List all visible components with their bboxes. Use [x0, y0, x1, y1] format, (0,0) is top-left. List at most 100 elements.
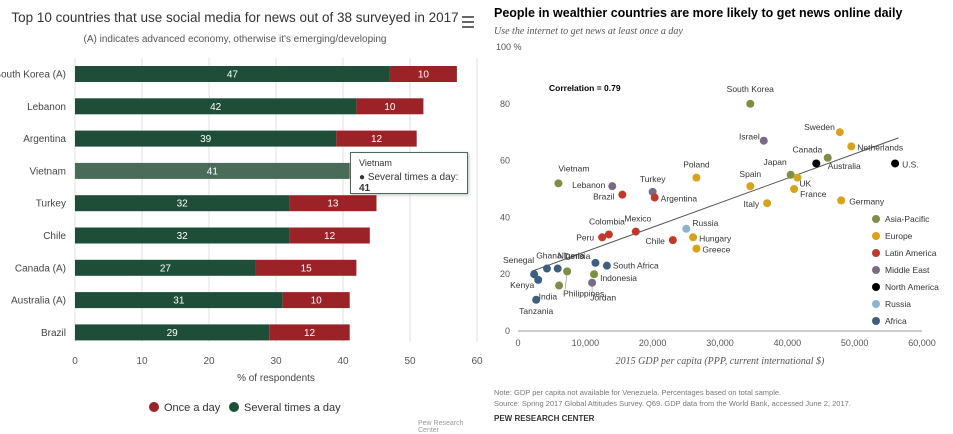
category-label: Vietnam [29, 166, 66, 177]
bar-value-label: 13 [327, 199, 339, 210]
x-tick-label: 30,000 [706, 338, 734, 348]
point-label: Ghana [536, 251, 562, 261]
y-tick-label: 0 [505, 326, 510, 336]
bar-once-a-day [269, 324, 350, 341]
scatter-point [604, 230, 613, 239]
point-label: Indonesia [600, 273, 637, 283]
x-tick-label: 20,000 [639, 338, 667, 348]
scatter-point [588, 278, 597, 287]
scatter-point [812, 159, 821, 168]
point-label: France [800, 189, 827, 199]
point-label: Germany [849, 196, 885, 206]
legend-marker [872, 317, 880, 325]
y-tick-label: 60 [500, 156, 510, 166]
point-label: UK [799, 179, 811, 189]
legend-label: Russia [885, 299, 911, 309]
x-tick-label: 20 [203, 356, 215, 367]
point-label: Mexico [624, 214, 651, 224]
scatter-point [759, 136, 768, 145]
scatter-point [786, 170, 795, 179]
bar-once-a-day [356, 98, 424, 115]
bar-value-label: 42 [210, 102, 222, 113]
social-media-news-panel: Top 10 countries that use social media f… [0, 10, 483, 434]
scatter-point [692, 244, 701, 253]
x-tick-label: 40 [337, 356, 349, 367]
x-axis-label: % of respondents [237, 373, 315, 384]
point-label: Argentina [661, 194, 698, 204]
hamburger-menu-icon[interactable] [462, 16, 474, 31]
point-label: Chile [645, 236, 665, 246]
x-tick-label: 30 [270, 356, 282, 367]
point-label: Poland [683, 160, 710, 170]
scatter-point [835, 128, 844, 137]
point-label: Australia [828, 161, 861, 171]
point-label: South Africa [613, 261, 659, 271]
scatter-point [534, 275, 543, 284]
scatter-point [650, 193, 659, 202]
bar-value-label: 27 [160, 263, 172, 274]
point-label: Peru [576, 232, 594, 242]
scatter-point [563, 267, 572, 276]
point-label: U.S. [902, 159, 919, 169]
point-label: Greece [702, 245, 730, 255]
vietnam-tooltip: Vietnam ● Several times a day: 41 [350, 152, 468, 194]
legend-marker [872, 300, 880, 308]
tooltip-value: 41 [359, 183, 371, 194]
scatter-point [598, 233, 607, 242]
scatter-point [542, 264, 551, 273]
point-label: Jordan [590, 293, 616, 303]
scatter-point [763, 199, 772, 208]
x-tick-label: 60,000 [908, 338, 936, 348]
left-chart-title: Top 10 countries that use social media f… [11, 10, 459, 25]
point-label: Israel [739, 132, 760, 142]
scatter-point [631, 227, 640, 236]
category-label: Lebanon [27, 102, 66, 113]
scatter-point [692, 173, 701, 182]
legend-several-times-label: Several times a day [244, 402, 341, 414]
legend-marker [872, 266, 880, 274]
bar-several-times-a-day [75, 292, 283, 309]
point-label: Turkey [640, 174, 666, 184]
x-axis-label: 2015 GDP per capita (PPP, current intern… [616, 356, 825, 367]
x-tick-label: 0 [72, 356, 78, 367]
point-label: Sweden [804, 122, 835, 132]
scatter-point [530, 270, 539, 279]
bar-several-times-a-day [75, 130, 337, 147]
scatter-point [618, 190, 627, 199]
x-tick-label: 50 [404, 356, 416, 367]
point-label: Hungary [699, 233, 732, 243]
legend-once-a-day-label: Once a day [164, 402, 221, 414]
y-tick-label: 20 [500, 269, 510, 279]
bar-several-times-a-day [75, 324, 270, 341]
x-tick-label: 40,000 [774, 338, 802, 348]
legend-several-times-marker [229, 402, 239, 412]
scatter-point [602, 261, 611, 270]
right-chart-title: People in wealthier countries are more l… [494, 6, 903, 20]
bar-several-times-a-day [75, 195, 290, 212]
legend-marker [872, 249, 880, 257]
point-label: Nigeria [558, 251, 585, 261]
point-label: South Korea [727, 84, 775, 94]
bar-value-label: 41 [207, 166, 219, 177]
point-label: Brazil [593, 192, 614, 202]
x-tick-label: 10 [136, 356, 148, 367]
point-label: Italy [744, 199, 760, 209]
correlation-annotation: Correlation = 0.79 [549, 83, 621, 93]
category-label: Chile [43, 231, 66, 242]
left-chart-subtitle: (A) indicates advanced economy, otherwis… [83, 34, 387, 45]
gdp-news-panel: People in wealthier countries are more l… [485, 0, 953, 432]
point-label: Colombia [589, 216, 625, 226]
source-text: Source: Spring 2017 Global Attitudes Sur… [494, 399, 851, 408]
stacked-bar-chart: 0 10 20 30 40 50 60 % of respondents South Korea… [0, 58, 483, 414]
legend-label: Asia-Pacific [885, 214, 930, 224]
pew-source-label: PEW RESEARCH CENTER [494, 414, 595, 423]
point-label: Tanzania [519, 306, 553, 316]
scatter-point [554, 179, 563, 188]
scatter-point [746, 99, 755, 108]
note-text: Note: GDP per capita not available for V… [494, 388, 782, 397]
scatter-point [590, 270, 599, 279]
scatter-point [668, 236, 677, 245]
point-label: Spain [739, 169, 761, 179]
point-label: Kenya [510, 280, 534, 290]
bar-once-a-day [336, 130, 417, 147]
